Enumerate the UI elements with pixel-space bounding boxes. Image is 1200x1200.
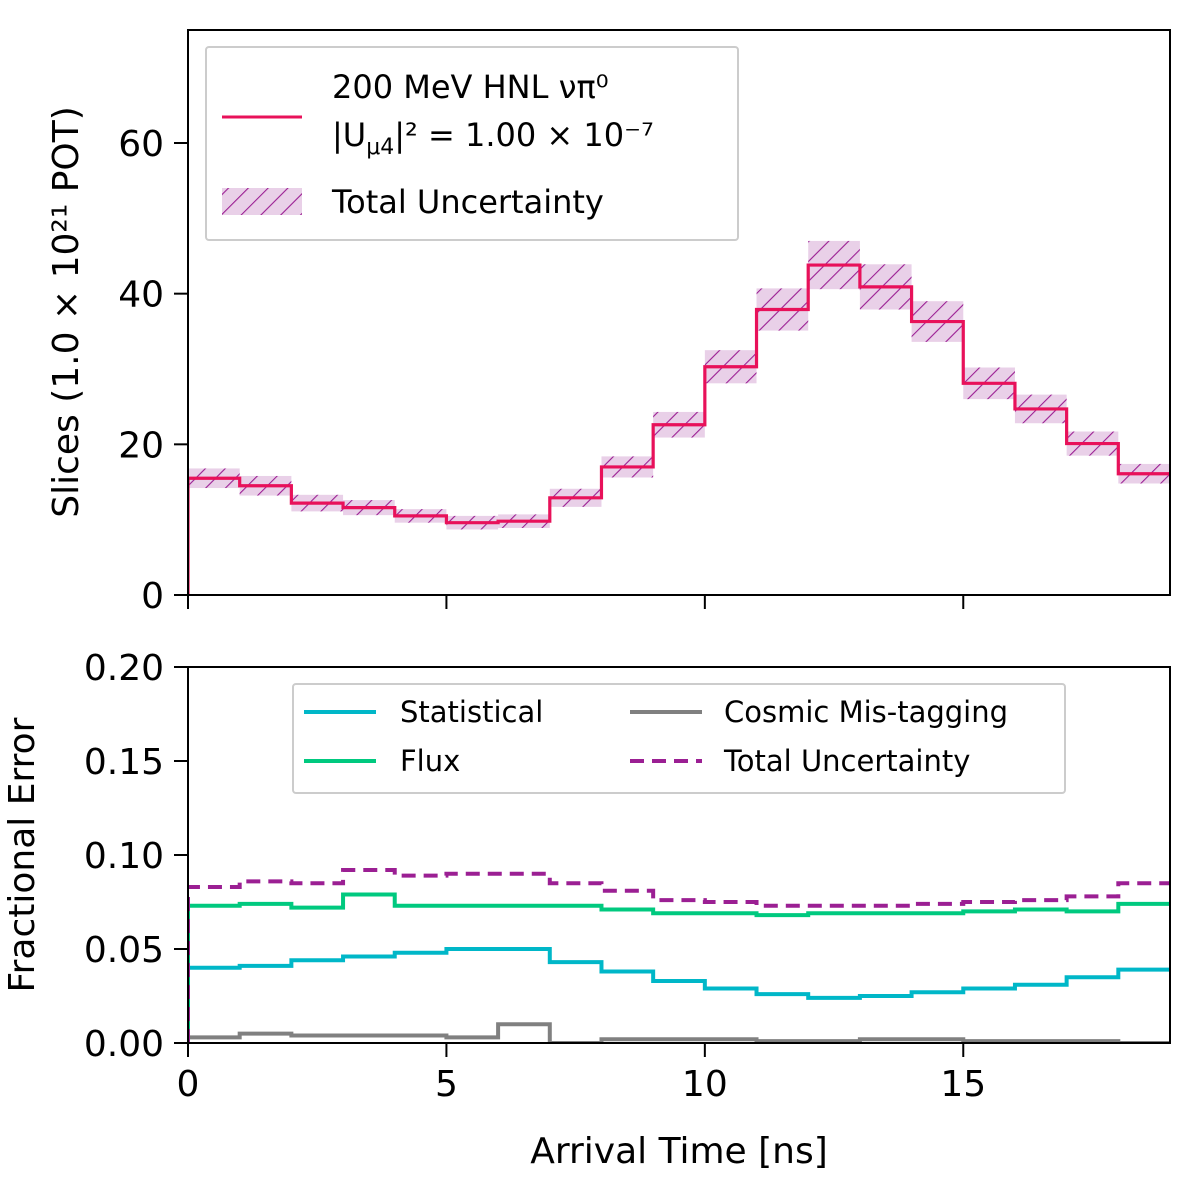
top-y-axis-label: Slices (1.0 × 10²¹ POT) bbox=[46, 106, 87, 518]
bottom-x-tick-label-2: 10 bbox=[682, 1064, 728, 1105]
legend-label-cosmic: Cosmic Mis-tagging bbox=[724, 695, 1008, 729]
bottom-x-tick-label-1: 5 bbox=[435, 1064, 458, 1105]
bottom-axis-ticks: 0.00 0.05 0.10 0.15 0.20 0 5 10 15 bbox=[84, 648, 986, 1105]
top-panel: 0 20 40 60 Slices (1.0 × 10²¹ POT) 200 MeV … bbox=[46, 29, 1171, 617]
bottom-x-tick-label-0: 0 bbox=[177, 1064, 200, 1105]
top-legend-box bbox=[205, 46, 739, 241]
bottom-y-axis-label: Fractional Error bbox=[2, 717, 43, 992]
bottom-plot-area bbox=[188, 868, 1170, 1043]
bottom-legend-box bbox=[292, 683, 1066, 794]
bottom-y-tick-label-3: 0.15 bbox=[84, 742, 164, 783]
top-y-tick-label-2: 40 bbox=[118, 275, 164, 316]
legend-label-flux: Flux bbox=[400, 744, 460, 778]
legend-label-statistical: Statistical bbox=[400, 695, 543, 729]
bottom-x-tick-label-3: 15 bbox=[940, 1064, 986, 1105]
series-cosmic-mis-tagging-line bbox=[188, 1022, 1170, 1043]
bottom-legend: Statistical Flux Cosmic Mis-tagging Tota… bbox=[292, 683, 1066, 794]
legend-label-hnl-line2: |Uμ4|² = 1.00 × 10⁻⁷ bbox=[332, 116, 654, 160]
legend-label-total: Total Uncertainty bbox=[723, 744, 970, 778]
top-y-tick-label-3: 60 bbox=[118, 124, 164, 165]
series-statistical-line bbox=[188, 947, 1170, 1043]
legend-label-hnl-subscript: μ4 bbox=[366, 135, 394, 160]
top-legend: 200 MeV HNL νπ⁰ |Uμ4|² = 1.00 × 10⁻⁷ Tot… bbox=[205, 46, 739, 241]
bottom-y-tick-label-2: 0.10 bbox=[84, 836, 164, 877]
top-plot-frame bbox=[187, 29, 1171, 596]
bottom-y-tick-label-0: 0.00 bbox=[84, 1024, 164, 1065]
legend-swatch-hatch bbox=[222, 188, 302, 215]
legend-label-hnl-line1: 200 MeV HNL νπ⁰ bbox=[332, 68, 609, 106]
top-axis-ticks: 0 20 40 60 bbox=[118, 124, 965, 617]
legend-label-total-uncertainty: Total Uncertainty bbox=[331, 183, 604, 221]
series-total-uncertainty-line bbox=[188, 868, 1170, 1043]
bottom-panel: 0.00 0.05 0.10 0.15 0.20 0 5 10 15 Fractional Er… bbox=[2, 648, 1171, 1172]
top-y-tick-label-1: 20 bbox=[118, 425, 164, 466]
bottom-y-tick-label-1: 0.05 bbox=[84, 930, 164, 971]
top-y-tick-label-0: 0 bbox=[141, 576, 164, 617]
top-plot-area bbox=[188, 240, 1170, 595]
bottom-y-tick-label-4: 0.20 bbox=[84, 648, 164, 689]
hnl-histogram-line bbox=[188, 263, 1170, 595]
x-axis-label: Arrival Time [ns] bbox=[530, 1131, 828, 1172]
series-flux-line bbox=[188, 892, 1170, 1043]
